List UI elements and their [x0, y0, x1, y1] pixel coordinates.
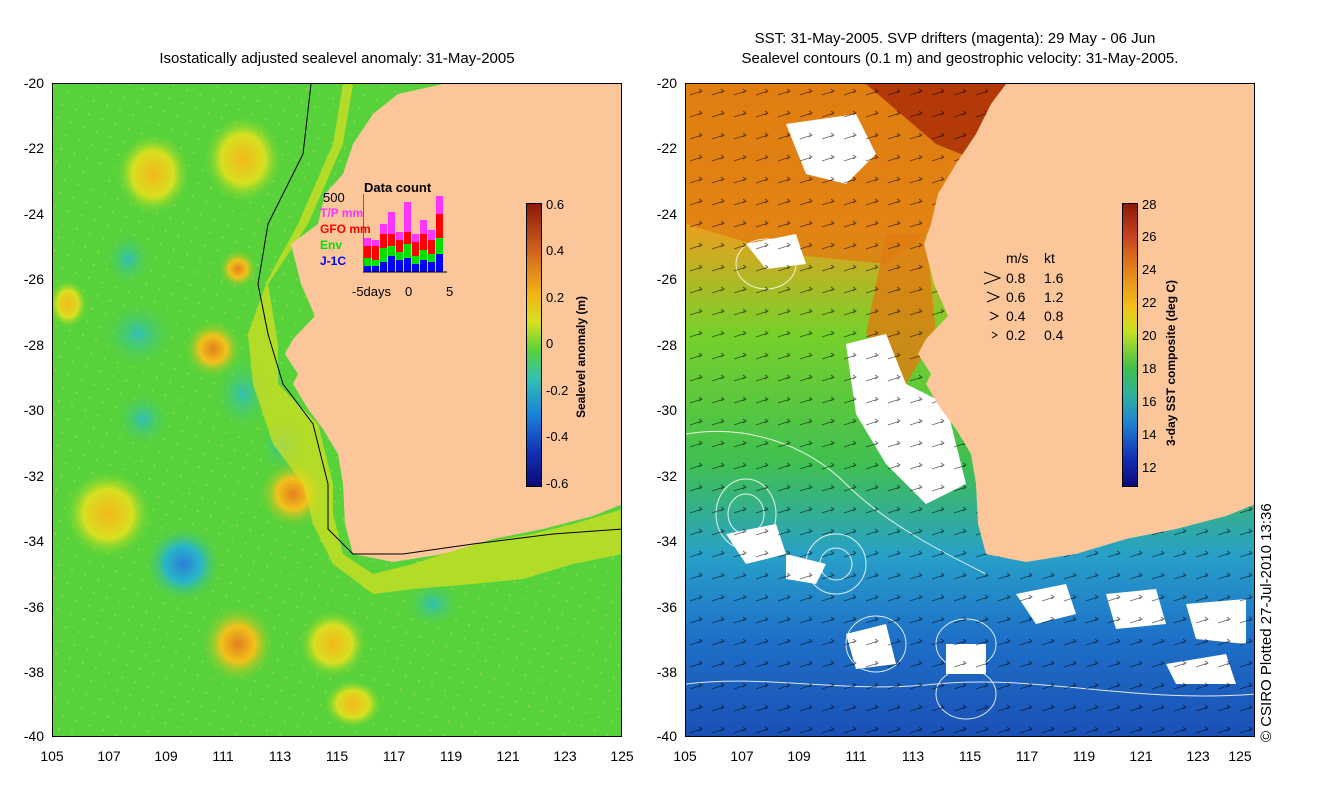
- sst-colorbar-tick: 16: [1142, 394, 1157, 409]
- velocity-legend-header-kt: kt: [1044, 250, 1055, 266]
- sla-colorbar-tick: 0.2: [546, 290, 565, 305]
- left-y-tick: -30: [23, 402, 44, 418]
- left-y-tick: -40: [23, 728, 44, 744]
- velocity-legend-kt: 0.8: [1044, 308, 1064, 324]
- right-x-tick: 119: [1072, 748, 1096, 764]
- credit-text: © CSIRO Plotted 27-Jul-2010 13:36: [1258, 503, 1275, 742]
- sst-colorbar-tick: 12: [1142, 460, 1157, 475]
- velocity-legend-kt: 1.2: [1044, 289, 1064, 305]
- right-x-tick: 113: [901, 748, 925, 764]
- velocity-arrow-icon: [983, 271, 1002, 339]
- left-y-tick: -22: [23, 140, 44, 156]
- sst-velocity-map: [685, 83, 1255, 737]
- data-count-bars: [363, 194, 447, 273]
- sst-colorbar-label: 3-day SST composite (deg C): [1164, 279, 1178, 446]
- right-panel-title-line1: SST: 31-May-2005. SVP drifters (magenta)…: [754, 30, 1156, 47]
- right-x-tick: 109: [787, 748, 811, 764]
- data-count-series-j1c: J-1C: [320, 254, 347, 268]
- velocity-legend-header-ms: m/s: [1006, 250, 1029, 266]
- right-y-tick: -40: [656, 728, 677, 744]
- right-x-tick: 115: [958, 748, 982, 764]
- velocity-legend-ms: 0.4: [1006, 308, 1026, 324]
- sla-colorbar-tick: 0.4: [546, 243, 565, 258]
- right-x-tick: 105: [673, 748, 697, 764]
- right-y-tick: -22: [656, 140, 677, 156]
- sst-colorbar-tick: 22: [1142, 295, 1157, 310]
- left-y-tick: -36: [23, 599, 44, 615]
- left-y-tick: -26: [23, 271, 44, 287]
- left-x-tick: 117: [382, 748, 406, 764]
- data-count-x-label: -5days: [352, 284, 392, 299]
- left-x-tick: 121: [496, 748, 520, 764]
- data-count-series-tp: T/P mm: [320, 206, 364, 220]
- left-x-tick: 111: [212, 748, 234, 764]
- right-x-tick: 123: [1186, 748, 1210, 764]
- velocity-legend-ms: 0.8: [1006, 270, 1026, 286]
- left-x-tick: 115: [325, 748, 349, 764]
- sla-colorbar-tick: -0.4: [546, 429, 569, 444]
- sst-colorbar-tick: 18: [1142, 361, 1157, 376]
- sea-level-colorbar: [526, 203, 542, 487]
- left-x-tick: 105: [40, 748, 64, 764]
- velocity-legend-kt: 1.6: [1044, 270, 1064, 286]
- sla-colorbar-tick: 0.6: [546, 197, 565, 212]
- sla-colorbar-label: Sealevel anomaly (m): [574, 295, 588, 418]
- left-x-tick: 119: [439, 748, 463, 764]
- left-y-tick: -24: [23, 206, 44, 222]
- sst-colorbar-tick: 20: [1142, 328, 1157, 343]
- sst-colorbar-tick: 26: [1142, 229, 1157, 244]
- australia-land-right: [918, 84, 1254, 562]
- right-y-tick: -24: [656, 206, 677, 222]
- right-x-tick: 117: [1015, 748, 1039, 764]
- right-y-tick: -30: [656, 402, 677, 418]
- right-y-tick: -28: [656, 337, 677, 353]
- data-count-x-label: 5: [446, 284, 454, 299]
- right-panel-title-line2: Sealevel contours (0.1 m) and geostrophi…: [741, 50, 1179, 67]
- velocity-legend-kt: 0.4: [1044, 327, 1064, 343]
- right-y-tick: -32: [656, 468, 677, 484]
- data-count-title: Data count: [364, 180, 432, 195]
- left-x-tick: 107: [97, 748, 121, 764]
- right-y-tick: -20: [656, 75, 677, 91]
- velocity-legend: m/s kt 0.8 1.6 0.6 1.2 0.4 0.8 0.2 0.4: [982, 250, 1082, 350]
- left-x-tick: 125: [610, 748, 634, 764]
- velocity-legend-ms: 0.2: [1006, 327, 1026, 343]
- right-y-tick: -36: [656, 599, 677, 615]
- left-y-tick: -38: [23, 664, 44, 680]
- left-y-tick: -28: [23, 337, 44, 353]
- left-y-tick: -20: [23, 75, 44, 91]
- sla-colorbar-tick: 0: [546, 336, 554, 351]
- left-x-tick: 109: [154, 748, 178, 764]
- data-count-series-env: Env: [320, 238, 343, 252]
- right-x-tick: 107: [730, 748, 754, 764]
- right-x-tick: 121: [1129, 748, 1153, 764]
- sst-colorbar-tick: 14: [1142, 427, 1157, 442]
- left-x-tick: 113: [268, 748, 292, 764]
- sst-colorbar-tick: 28: [1142, 197, 1157, 212]
- right-y-tick: -34: [656, 533, 677, 549]
- left-y-tick: -34: [23, 533, 44, 549]
- left-x-tick: 123: [553, 748, 577, 764]
- right-x-tick: 111: [845, 748, 867, 764]
- right-y-tick: -38: [656, 664, 677, 680]
- sla-colorbar-tick: -0.2: [546, 383, 569, 398]
- data-count-series-gfo: GFO mm: [320, 222, 371, 236]
- velocity-legend-ms: 0.6: [1006, 289, 1026, 305]
- sst-colorbar: [1122, 203, 1138, 487]
- right-x-tick: 125: [1228, 748, 1252, 764]
- right-y-tick: -26: [656, 271, 677, 287]
- left-panel-title: Isostatically adjusted sealevel anomaly:…: [159, 50, 515, 67]
- left-y-tick: -32: [23, 468, 44, 484]
- sst-colorbar-tick: 24: [1142, 262, 1157, 277]
- data-count-max: 500: [323, 190, 345, 205]
- data-count-inset: Data count 500 T/P mm GFO mm Env J-1C -5…: [318, 178, 460, 299]
- sea-level-anomaly-map: [52, 83, 622, 737]
- data-count-x-label: 0: [405, 284, 413, 299]
- sla-colorbar-tick: -0.6: [546, 476, 569, 491]
